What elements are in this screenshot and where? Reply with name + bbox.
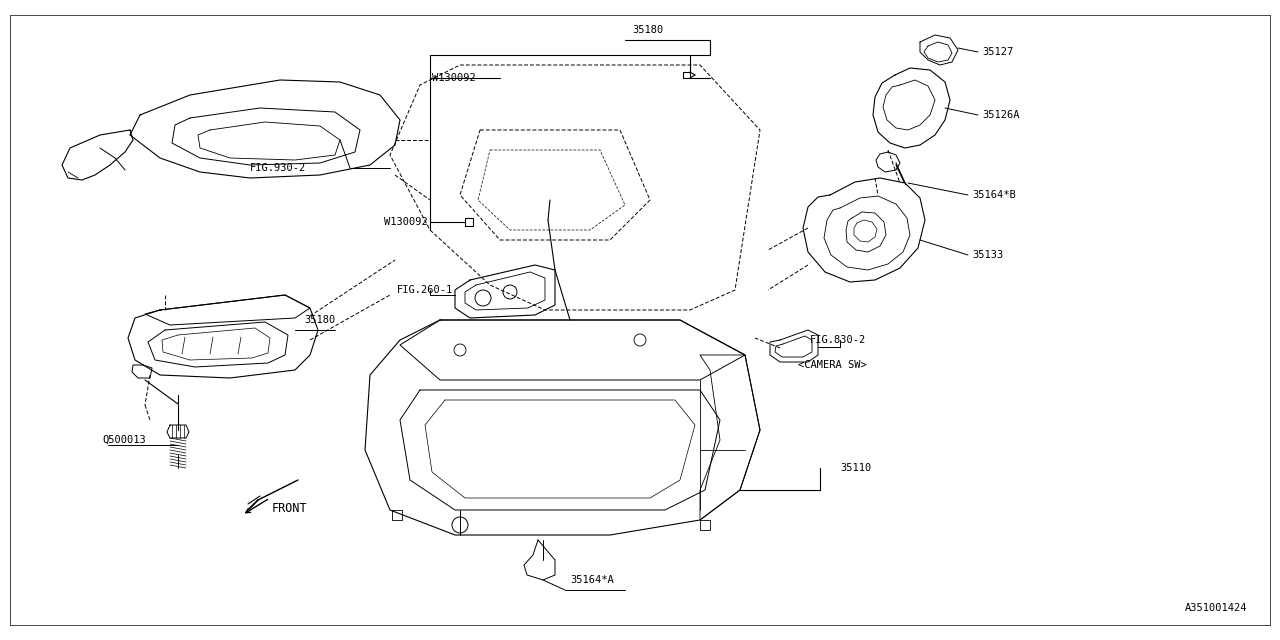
Text: FRONT: FRONT: [273, 502, 307, 515]
Text: 35110: 35110: [840, 463, 872, 473]
Text: FIG.830-2: FIG.830-2: [810, 335, 867, 345]
Text: Q500013: Q500013: [102, 435, 146, 445]
Text: 35133: 35133: [972, 250, 1004, 260]
Text: 35180: 35180: [305, 315, 335, 325]
Text: A351001424: A351001424: [1184, 603, 1247, 613]
Text: FIG.260-1: FIG.260-1: [397, 285, 453, 295]
Text: 35180: 35180: [632, 25, 663, 35]
Text: <CAMERA SW>: <CAMERA SW>: [797, 360, 867, 370]
Text: 35126A: 35126A: [982, 110, 1019, 120]
Text: 35164*A: 35164*A: [570, 575, 613, 585]
Text: W130092: W130092: [433, 73, 476, 83]
Text: 35164*B: 35164*B: [972, 190, 1016, 200]
Text: FIG.930-2: FIG.930-2: [250, 163, 306, 173]
Text: W130092: W130092: [384, 217, 428, 227]
Text: 35127: 35127: [982, 47, 1014, 57]
